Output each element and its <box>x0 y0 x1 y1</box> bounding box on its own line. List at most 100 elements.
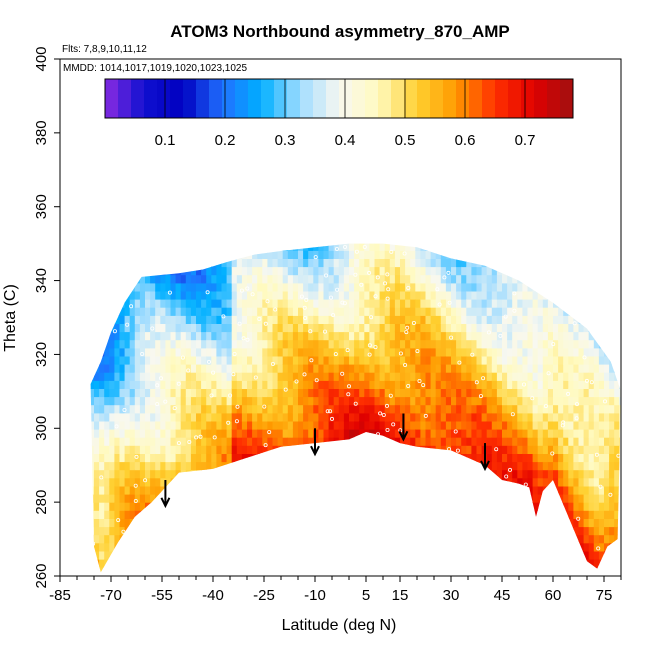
heatmap-cell <box>588 266 595 276</box>
heatmap-cell <box>537 542 544 552</box>
heatmap-cell <box>109 307 115 316</box>
heatmap-cell <box>222 575 228 584</box>
heatmap-cell <box>313 453 319 463</box>
heatmap-cell <box>318 412 325 422</box>
heatmap-cell <box>155 274 161 284</box>
heatmap-cell <box>578 388 585 398</box>
heatmap-cell <box>262 510 268 519</box>
heatmap-cell <box>522 437 529 446</box>
heatmap-cell <box>104 469 110 479</box>
heatmap-cell <box>451 364 457 373</box>
heatmap-cell <box>527 502 534 511</box>
heatmap-cell <box>349 315 355 324</box>
heatmap-cell <box>400 469 406 479</box>
heatmap-cell <box>175 510 182 519</box>
heatmap-cell <box>410 404 416 414</box>
heatmap-cell <box>185 331 192 341</box>
heatmap-cell <box>394 258 401 268</box>
heatmap-cell <box>129 567 136 573</box>
heatmap-cell <box>598 347 605 357</box>
heatmap-cell <box>496 518 503 528</box>
heatmap-cell <box>477 234 483 243</box>
heatmap-cell <box>99 494 105 503</box>
heatmap-cell <box>323 274 330 284</box>
heatmap-cell <box>216 388 223 398</box>
heatmap-cell <box>583 290 590 300</box>
heatmap-cell <box>252 258 258 268</box>
heatmap-cell <box>445 461 452 471</box>
heatmap-cell <box>175 347 182 357</box>
heatmap-cell <box>114 567 121 573</box>
heatmap-cell <box>313 388 319 398</box>
heatmap-cell <box>573 299 580 308</box>
heatmap-cell <box>221 502 228 511</box>
heatmap-cell <box>496 510 503 519</box>
heatmap-cell <box>354 534 360 544</box>
heatmap-cell <box>349 380 355 389</box>
heatmap-cell <box>405 266 411 276</box>
heatmap-cell <box>298 412 304 422</box>
heatmap-cell <box>201 567 207 573</box>
heatmap-cell <box>507 502 513 511</box>
heatmap-cell <box>588 388 595 398</box>
heatmap-cell <box>334 575 340 584</box>
heatmap-cell <box>445 339 452 349</box>
heatmap-cell <box>359 323 365 333</box>
heatmap-cell <box>114 388 121 398</box>
heatmap-cell <box>119 494 126 503</box>
heatmap-cell <box>129 355 136 365</box>
heatmap-cell <box>119 372 126 381</box>
heatmap-cell <box>568 396 574 406</box>
heatmap-cell <box>609 412 615 422</box>
heatmap-cell <box>119 502 126 511</box>
heatmap-cell <box>338 250 345 259</box>
heatmap-cell <box>491 339 498 349</box>
heatmap-cell <box>445 510 452 519</box>
heatmap-cell <box>374 339 381 349</box>
heatmap-cell <box>379 282 386 292</box>
heatmap-cell <box>374 364 381 373</box>
heatmap-cell <box>359 404 365 414</box>
heatmap-cell <box>389 323 396 333</box>
heatmap-cell <box>410 461 416 471</box>
heatmap-cell <box>369 243 376 251</box>
heatmap-cell <box>527 469 534 479</box>
heatmap-cell <box>451 266 457 276</box>
sample-point <box>209 393 214 398</box>
heatmap-cell <box>298 347 304 357</box>
heatmap-cell <box>517 380 523 389</box>
heatmap-cell <box>94 266 100 276</box>
heatmap-cell <box>226 347 233 357</box>
heatmap-cell <box>538 575 544 584</box>
sample-point <box>211 370 216 375</box>
heatmap-cell <box>90 396 95 406</box>
heatmap-cell <box>150 575 156 584</box>
heatmap-cell <box>389 396 396 406</box>
heatmap-cell <box>558 282 564 292</box>
heatmap-cell <box>277 461 284 471</box>
x-tick-label: -70 <box>100 587 122 604</box>
heatmap-cell <box>359 347 365 357</box>
heatmap-cell <box>456 429 462 438</box>
heatmap-cell <box>252 274 258 284</box>
arrow-marker <box>398 413 409 442</box>
heatmap-cell <box>333 290 340 300</box>
heatmap-cell <box>461 469 467 479</box>
heatmap-cell <box>542 388 549 398</box>
heatmap-cell <box>145 347 151 357</box>
heatmap-cell <box>175 307 182 316</box>
heatmap-cell <box>512 453 518 463</box>
heatmap-cell <box>94 258 100 268</box>
heatmap-cell <box>349 404 355 414</box>
heatmap-cell <box>124 355 131 365</box>
heatmap-cell <box>588 567 595 573</box>
heatmap-cell <box>481 559 488 568</box>
heatmap-cell <box>277 510 284 519</box>
sample-point <box>353 401 358 406</box>
heatmap-cell <box>598 372 605 381</box>
heatmap-cell <box>155 559 161 568</box>
heatmap-cell <box>277 355 284 365</box>
heatmap-cell <box>583 388 590 398</box>
heatmap-cell <box>221 445 228 454</box>
heatmap-cell <box>395 234 401 243</box>
